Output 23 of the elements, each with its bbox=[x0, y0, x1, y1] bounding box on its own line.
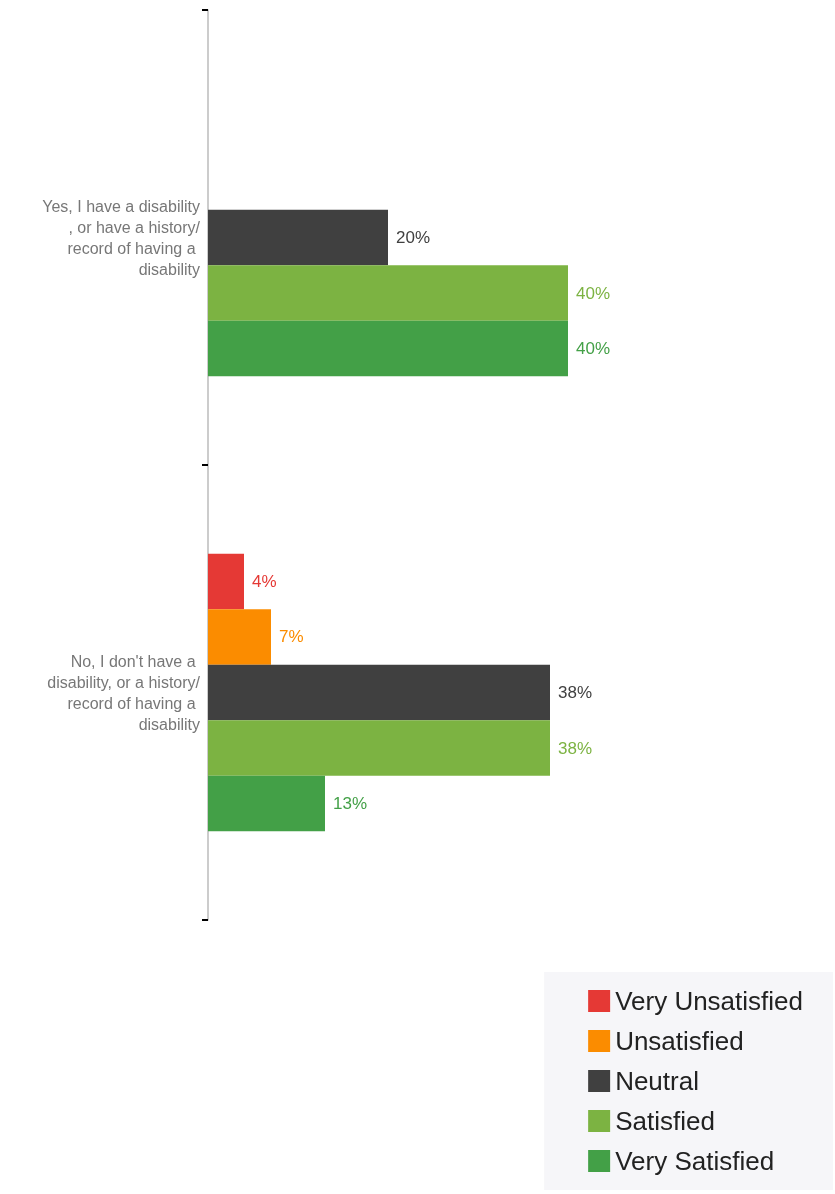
bar bbox=[208, 320, 568, 377]
bar bbox=[208, 265, 568, 321]
bar bbox=[208, 720, 550, 776]
data-label: 20% bbox=[396, 228, 431, 247]
data-label: 38% bbox=[558, 738, 593, 758]
legend-label: Very Satisfied bbox=[615, 1146, 775, 1176]
data-label: 7% bbox=[279, 627, 304, 647]
data-label: 38% bbox=[558, 683, 593, 702]
bar bbox=[208, 664, 550, 721]
data-label: 40% bbox=[576, 283, 611, 303]
y-tick-label: No, I don't have a disability, or a history/record of having a disability bbox=[47, 652, 201, 733]
bar bbox=[208, 553, 244, 610]
legend-label: Neutral bbox=[615, 1066, 699, 1096]
bar bbox=[208, 609, 271, 665]
legend-label: Unsatisfied bbox=[615, 1026, 744, 1056]
bar bbox=[208, 775, 325, 832]
y-tick-label: Yes, I have a disability, or have a history/record of having a disability bbox=[42, 197, 201, 278]
data-label: 4% bbox=[252, 571, 277, 591]
legend-label: Satisfied bbox=[615, 1106, 715, 1136]
legend-label: Very Unsatisfied bbox=[615, 986, 804, 1016]
data-label: 40% bbox=[576, 339, 611, 359]
bar bbox=[208, 209, 388, 266]
data-label: 13% bbox=[333, 794, 368, 814]
